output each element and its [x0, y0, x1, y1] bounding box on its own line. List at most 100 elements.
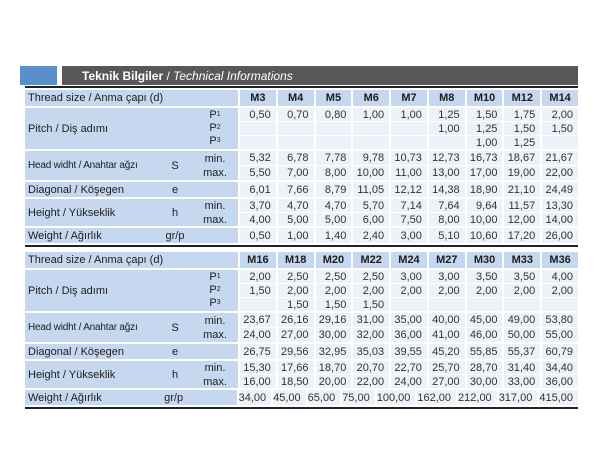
table-cell: 0,50 [240, 228, 276, 243]
table-cell: 45,20 [428, 344, 465, 359]
table-cell: 18,90 [466, 182, 503, 197]
table-cell: M16 [240, 252, 276, 268]
table-cell: 3,50 [504, 270, 541, 283]
table-cell: 5,70 [353, 199, 390, 212]
table-cell: 3,70 [240, 199, 276, 212]
table-cell: 26,16 [277, 313, 314, 327]
table-cell: 22,00 [353, 375, 390, 388]
table-cell [277, 122, 314, 135]
table-cell: 2,00 [240, 270, 276, 283]
table-cell: 27,00 [428, 375, 465, 388]
table-cell [391, 136, 427, 149]
table-cell: 5,00 [315, 213, 352, 226]
p3-row: 1,00 1,25 [240, 136, 578, 149]
p1-row: 2,00 2,50 2,50 2,50 3,00 3,00 3,50 3,50 4,00 [240, 270, 578, 283]
table-cell: 39,55 [391, 344, 427, 359]
table-cell: 1,50 [353, 298, 390, 311]
table-cell: 41,00 [428, 328, 465, 342]
table-cell: 31,40 [504, 361, 541, 374]
thread-size-label: Thread size / Anma çapı (d) [28, 92, 164, 104]
table-cell: 3,50 [466, 270, 503, 283]
table-cell: 27,00 [277, 328, 314, 342]
header-title-sub: Technical Informations [173, 68, 293, 83]
table-cell: 18,50 [277, 375, 314, 388]
table-cell: 3,00 [391, 270, 427, 283]
table-cell [466, 298, 503, 311]
max-label: max. [203, 167, 227, 179]
section-header-bar: Teknik Bilgiler / Technical Informations [62, 66, 578, 85]
table-cell: 0,80 [315, 108, 352, 121]
table-cell: 2,00 [504, 284, 541, 297]
table-cell [542, 298, 578, 311]
table-cell: 40,00 [428, 313, 465, 327]
table-cell: 24,00 [391, 375, 427, 388]
table-cell: 53,80 [542, 313, 578, 327]
table-cell: 31,00 [353, 313, 390, 327]
table-cell: 36,00 [391, 328, 427, 342]
table-cell: 17,20 [504, 228, 541, 243]
table-cell: 5,10 [428, 228, 465, 243]
table-cell [428, 298, 465, 311]
table-m3-m14: Thread size / Anma çapı (d) M3 M4 M5 M6 M7 M8… [25, 86, 578, 247]
table-cell: 23,67 [240, 313, 276, 327]
thread-size-row: Thread size / Anma çapı (d) M3 M4 M5 M6 M7 M8… [25, 90, 578, 106]
table-cell: 8,79 [315, 182, 352, 197]
weight-section: Weight / Ağırlık gr/p 0,50 1,00 1,40 2,40 3,… [25, 228, 578, 243]
weight-section: Weight / Ağırlık gr/p 34,00 45,00 65,00 75,… [25, 390, 578, 405]
table-cell: 65,00 [307, 390, 341, 405]
table-cell: 7,66 [277, 182, 314, 197]
table-cell: M24 [391, 252, 427, 268]
table-cell: 4,70 [277, 199, 314, 212]
table-m16-m36: Thread size / Anma çapı (d) M16 M18 M20 M22… [25, 252, 578, 409]
table-cell: 317,00 [498, 390, 538, 405]
table-cell: 1,75 [504, 108, 541, 121]
table-cell: 1,50 [240, 284, 276, 297]
table-cell: 2,00 [428, 284, 465, 297]
table-cell [353, 122, 390, 135]
table-cell: M3 [240, 90, 276, 106]
table-cell: 45,00 [466, 313, 503, 327]
h-min-row: 3,70 4,70 4,70 5,70 7,14 7,64 9,64 11,57 13,30 [240, 199, 578, 212]
table-cell: 2,40 [353, 228, 390, 243]
table-cell: 2,00 [542, 108, 578, 121]
table-cell: M20 [315, 252, 352, 268]
table-cell: M27 [428, 252, 465, 268]
diagonal-section: Diagonal / Köşegen e 6,01 7,66 8,79 11,05 12… [25, 182, 578, 197]
table-cell: 18,67 [504, 151, 541, 165]
max-label: max. [203, 213, 227, 226]
table-cell: 12,12 [391, 182, 427, 197]
size-header-row: M16 M18 M20 M22 M24 M27 M30 M33 M36 [240, 252, 578, 268]
s-min-row: 5,32 6,78 7,78 9,78 10,73 12,73 16,73 18,67 21,6… [240, 151, 578, 165]
table-cell: 4,70 [315, 199, 352, 212]
table-cell: 14,38 [428, 182, 465, 197]
table-cell: 32,00 [353, 328, 390, 342]
height-section: Height / Yükseklik h min. max. 15,30 17,6… [25, 361, 578, 388]
table-cell: 24,49 [542, 182, 578, 197]
table-cell: 24,00 [240, 328, 276, 342]
table-cell: 2,00 [391, 284, 427, 297]
h-min-row: 15,30 17,66 18,70 20,70 22,70 25,70 28,70 31,40… [240, 361, 578, 374]
table-cell: 2,00 [353, 284, 390, 297]
table-cell: 6,78 [277, 151, 314, 165]
table-cell: 2,50 [277, 270, 314, 283]
table-cell: 33,00 [504, 375, 541, 388]
head-width-label: Head widht / Anahtar ağzı [28, 322, 138, 333]
table-cell: 2,50 [315, 270, 352, 283]
min-label: min. [204, 152, 226, 165]
table-cell: 19,00 [504, 166, 541, 180]
e-row: 6,01 7,66 8,79 11,05 12,12 14,38 18,90 21,10 24,… [240, 182, 578, 197]
table-cell: 8,00 [315, 166, 352, 180]
table-cell: 5,00 [277, 213, 314, 226]
table-cell: 0,50 [240, 108, 276, 121]
diagonal-section: Diagonal / Köşegen e 26,75 29,56 32,95 35,0… [25, 344, 578, 359]
table-cell: 1,40 [315, 228, 352, 243]
table-cell: 49,00 [504, 313, 541, 327]
table-cell: 7,14 [391, 199, 427, 212]
table-cell: 4,00 [240, 213, 276, 226]
table-cell: 9,64 [466, 199, 503, 212]
